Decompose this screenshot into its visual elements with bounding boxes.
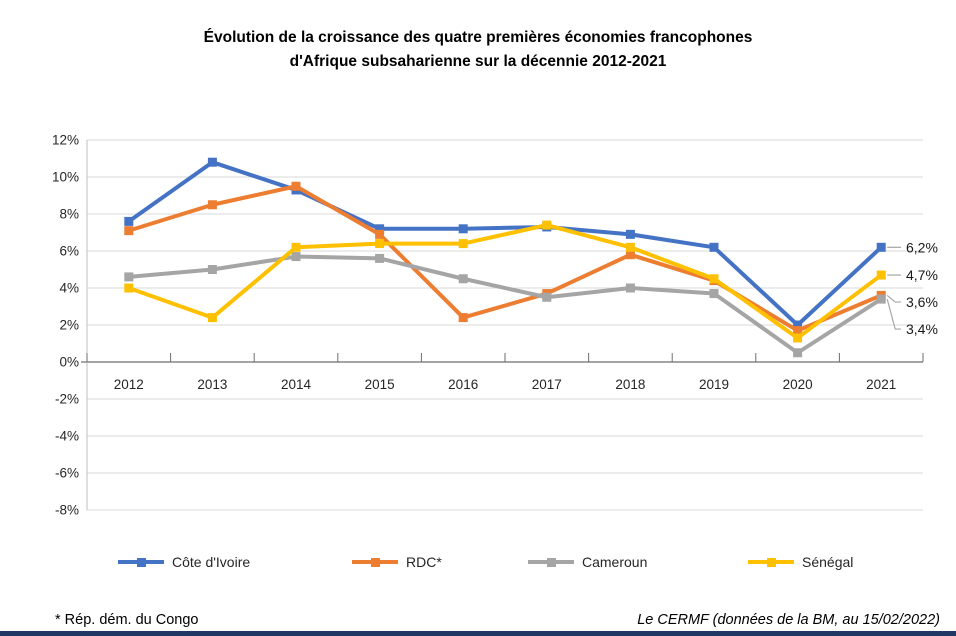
series-marker-senegal: [793, 333, 803, 343]
series-marker-cote-d-ivoire: [207, 157, 217, 167]
source-attribution: Le CERMF (données de la BM, au 15/02/202…: [637, 612, 940, 628]
series-marker-senegal: [375, 239, 385, 249]
x-axis-tick-label: 2021: [866, 377, 896, 392]
series-marker-senegal: [458, 239, 468, 249]
chart-title-line2: d'Afrique subsaharienne sur la décennie …: [289, 53, 667, 70]
end-label-leader-cameroun: [886, 298, 901, 330]
legend-label-senegal: Sénégal: [802, 554, 854, 570]
legend-swatch-cote-d-ivoire: [118, 557, 164, 567]
x-axis-tick-label: 2017: [532, 377, 562, 392]
series-line-cote-d-ivoire: [126, 160, 884, 327]
y-axis-tick-label: 2%: [59, 318, 79, 333]
series-marker-senegal: [291, 242, 301, 252]
series-line-senegal: [126, 223, 884, 340]
series-marker-cameroun: [207, 265, 217, 274]
y-axis-tick-label: -8%: [55, 503, 79, 518]
footnote-rdc: * Rép. dém. du Congo: [55, 612, 199, 628]
series-line-rdc: [126, 184, 884, 333]
series-marker-rdc: [625, 250, 635, 260]
x-axis-tick-label: 2013: [197, 377, 227, 392]
series-marker-cameroun: [124, 272, 134, 282]
series-marker-senegal: [124, 283, 134, 293]
x-axis-tick-label: 2016: [448, 377, 478, 392]
legend-marker-icon: [370, 557, 380, 567]
legend-swatch-senegal: [748, 557, 794, 567]
y-axis-tick-label: -6%: [55, 466, 79, 481]
series-marker-senegal: [207, 313, 217, 323]
y-axis-tick-label: 8%: [59, 207, 79, 222]
series-marker-senegal: [625, 242, 635, 252]
x-axis-tick-label: 2014: [281, 377, 312, 392]
y-axis-tick-label: 10%: [52, 170, 79, 185]
series-marker-cameroun: [542, 292, 552, 302]
series-marker-cameroun: [876, 294, 886, 304]
y-axis-tick-label: 12%: [52, 133, 79, 148]
series-marker-cote-d-ivoire: [124, 216, 134, 226]
legend-marker-icon: [546, 557, 556, 567]
series-marker-cote-d-ivoire: [625, 229, 635, 239]
end-label-rdc: 3,6%: [906, 294, 938, 310]
y-axis-tick-label: 0%: [59, 355, 79, 370]
chart-title-line1: Évolution de la croissance des quatre pr…: [203, 29, 753, 46]
end-label-leader-rdc: [886, 294, 901, 303]
legend-swatch-cameroun: [528, 557, 574, 567]
series-marker-rdc: [793, 326, 803, 336]
series-marker-cameroun: [458, 274, 468, 284]
legend-item-rdc: RDC*: [352, 551, 442, 573]
y-axis-tick-label: -4%: [55, 429, 79, 444]
series-marker-senegal: [709, 274, 719, 284]
y-axis-tick-label: 4%: [59, 281, 79, 296]
series-marker-cameroun: [291, 252, 301, 262]
end-label-cote-d-ivoire: 6,2%: [906, 239, 938, 255]
series-marker-rdc: [458, 313, 468, 323]
series-marker-cameroun: [709, 289, 719, 299]
legend-marker-icon: [766, 557, 776, 567]
chart-legend: Côte d'Ivoire RDC* Cameroun Sénégal: [0, 551, 956, 573]
series-marker-cote-d-ivoire: [375, 224, 385, 234]
legend-item-cote-d-ivoire: Côte d'Ivoire: [118, 551, 250, 573]
x-axis-tick-label: 2019: [699, 377, 729, 392]
series-marker-cote-d-ivoire: [876, 242, 886, 252]
series-marker-rdc: [124, 226, 134, 236]
x-axis-tick-label: 2018: [615, 377, 645, 392]
series-marker-cameroun: [793, 348, 803, 358]
series-marker-cameroun: [375, 253, 385, 263]
bottom-edge-bar: [0, 631, 956, 636]
series-marker-cote-d-ivoire: [709, 242, 719, 252]
series-marker-cote-d-ivoire: [793, 320, 803, 330]
series-marker-rdc: [291, 181, 301, 191]
legend-label-cote-d-ivoire: Côte d'Ivoire: [172, 554, 251, 570]
series-marker-rdc: [207, 200, 217, 210]
series-marker-senegal: [876, 270, 886, 280]
x-axis-tick-label: 2020: [783, 377, 813, 392]
legend-item-senegal: Sénégal: [748, 551, 853, 573]
x-axis-tick-label: 2015: [365, 377, 395, 392]
y-axis-tick-label: -2%: [55, 392, 79, 407]
x-axis-tick-label: 2012: [114, 377, 144, 392]
legend-marker-icon: [136, 557, 146, 567]
series-marker-rdc: [375, 229, 385, 239]
series-line-cameroun: [126, 254, 884, 355]
series-marker-senegal: [542, 220, 552, 230]
series-marker-cote-d-ivoire: [458, 224, 468, 234]
legend-swatch-rdc: [352, 557, 398, 567]
legend-label-cameroun: Cameroun: [582, 554, 648, 570]
y-axis-tick-label: 6%: [59, 244, 79, 259]
end-label-cameroun: 3,4%: [906, 321, 938, 337]
chart-title: Évolution de la croissance des quatre pr…: [0, 26, 956, 74]
series-marker-cameroun: [625, 283, 635, 293]
end-label-senegal: 4,7%: [906, 267, 938, 283]
legend-label-rdc: RDC*: [406, 554, 442, 570]
legend-item-cameroun: Cameroun: [528, 551, 647, 573]
